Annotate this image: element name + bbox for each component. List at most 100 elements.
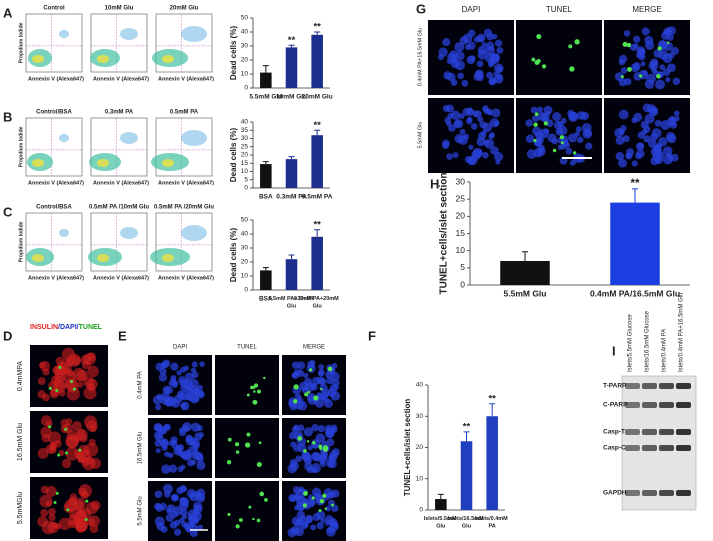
tunel-dot	[256, 518, 261, 523]
cell	[38, 361, 46, 369]
cell-cloud	[32, 254, 44, 262]
label-line: Islets/0.4mM	[475, 516, 509, 522]
nucleus	[312, 443, 318, 449]
bar	[500, 260, 550, 285]
nucleus	[165, 513, 174, 522]
tunel-dot	[560, 141, 564, 145]
y-tick-label: 30	[456, 176, 466, 186]
y-tick-label: 0	[244, 287, 248, 294]
nucleus	[178, 517, 185, 523]
column-label: DAPI	[462, 5, 481, 14]
y-tick-label: 35	[241, 127, 249, 134]
x-tick-label: Islets/5.5mM Glu	[424, 516, 458, 530]
row-label: 5.5mMGlu	[17, 492, 24, 524]
panel-letter: C	[3, 204, 13, 219]
nucleus	[446, 153, 453, 160]
cell	[88, 438, 96, 446]
nucleus	[458, 113, 465, 119]
nucleus	[629, 43, 638, 51]
x-axis-label: Annexin V (Alexa647)	[28, 76, 84, 82]
nucleus	[290, 441, 297, 448]
nucleus	[180, 384, 189, 393]
x-tick-label: 20mM Glu	[302, 94, 333, 101]
nucleus	[454, 133, 464, 144]
plot-title: 0.5mM PA /10mM Glu	[89, 205, 149, 211]
label-line: Islets/5.5mM	[424, 516, 458, 522]
nucleus	[190, 367, 197, 373]
cell	[65, 434, 80, 449]
tunel-dot	[246, 393, 250, 397]
nucleus	[454, 42, 465, 52]
band	[642, 490, 657, 496]
nucleus	[307, 392, 316, 402]
nucleus	[667, 134, 677, 144]
band	[676, 490, 691, 496]
tunel-dot	[313, 395, 319, 401]
nucleus	[297, 518, 303, 525]
nucleus	[168, 464, 178, 473]
nucleus	[179, 497, 189, 507]
nucleus	[333, 384, 340, 390]
label-line: PA	[489, 524, 496, 530]
nucleus	[624, 78, 632, 86]
nucleus	[324, 399, 333, 408]
error-bar	[314, 31, 321, 35]
band	[676, 402, 691, 408]
nucleus	[163, 423, 171, 431]
nucleus	[665, 30, 672, 36]
bar	[285, 47, 298, 88]
nucleus	[180, 390, 191, 401]
nucleus	[486, 33, 494, 41]
plot-title: 0.5mM PA /20mM Glu	[154, 205, 214, 211]
nucleus	[496, 46, 504, 54]
nucleus	[459, 36, 469, 45]
nucleus	[545, 119, 554, 127]
significance: **	[631, 178, 640, 190]
nucleus	[530, 106, 538, 114]
nucleus	[159, 368, 167, 376]
nucleus	[459, 128, 466, 135]
y-tick-label: 25	[456, 193, 466, 203]
nucleus	[320, 517, 326, 524]
tunel-dot	[667, 41, 670, 45]
nucleus	[653, 49, 662, 58]
cell	[74, 519, 88, 533]
nucleus	[328, 459, 337, 469]
y-tick-label: 40	[416, 382, 424, 389]
error-bar	[489, 403, 496, 417]
micrograph	[516, 20, 602, 95]
nucleus	[650, 156, 660, 166]
bar	[486, 416, 498, 510]
cell	[69, 507, 82, 520]
tunel-dot	[264, 498, 268, 502]
micrograph	[215, 418, 279, 478]
tunel-dot	[70, 380, 74, 384]
lane-label: Islets/5.5mM Glucose	[628, 314, 634, 372]
panel-letter: H	[430, 176, 439, 191]
x-tick-label: BSA	[259, 194, 273, 201]
nucleus	[631, 160, 638, 167]
nucleus	[199, 361, 205, 367]
bar	[260, 270, 272, 290]
y-tick-label: 30	[241, 43, 249, 50]
nucleus	[642, 70, 648, 76]
x-tick-label: 5.5mM Glu	[249, 94, 282, 101]
row-label: 0.4mMPA	[17, 361, 24, 392]
nucleus	[575, 126, 582, 133]
tunel-dot	[64, 427, 68, 431]
nucleus	[662, 68, 671, 77]
nucleus	[453, 119, 461, 127]
panel-letter: F	[368, 328, 376, 343]
nucleus	[297, 400, 308, 411]
nucleus	[170, 362, 179, 371]
nucleus	[464, 156, 472, 164]
significance: **	[313, 22, 321, 33]
nucleus	[622, 135, 630, 143]
cell	[64, 370, 76, 382]
nucleus	[312, 452, 322, 462]
nucleus	[310, 524, 317, 531]
tunel-dot	[234, 442, 240, 447]
nucleus	[191, 422, 201, 432]
nucleus	[187, 459, 195, 467]
nucleus	[193, 390, 200, 397]
